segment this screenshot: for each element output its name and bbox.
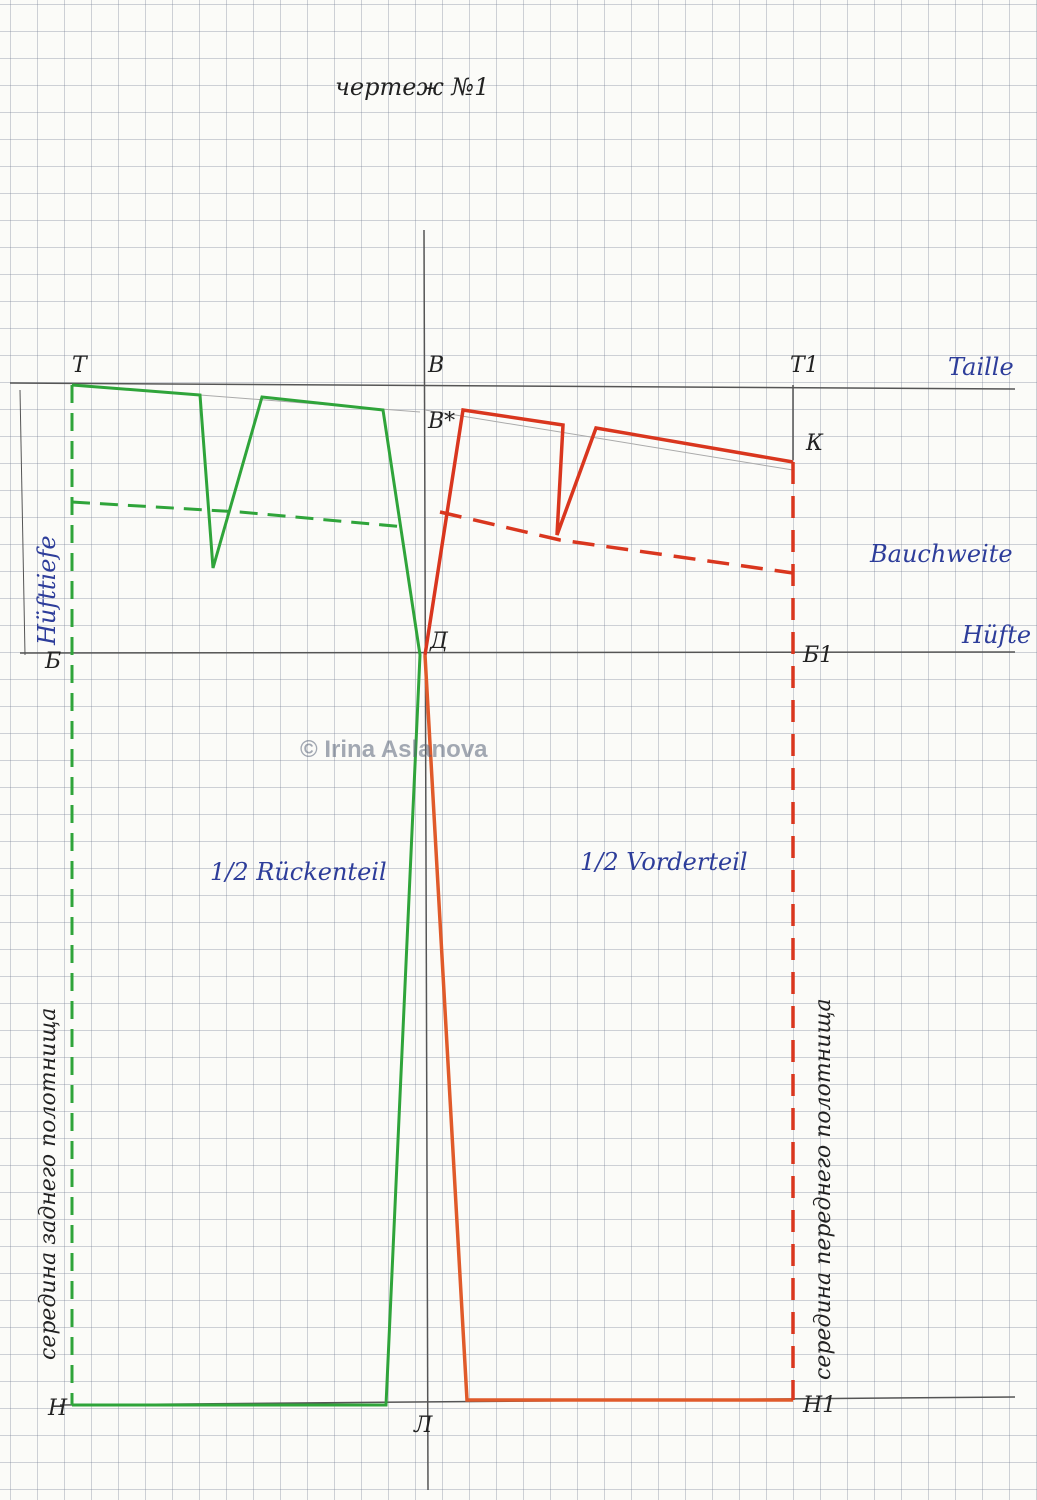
line-label: Bauchweite xyxy=(869,540,1013,568)
point-label: Л xyxy=(413,1413,433,1438)
section-label: середина заднего полотнища xyxy=(36,1008,61,1360)
point-label: Н xyxy=(47,1396,68,1421)
point-label: Д xyxy=(429,629,449,654)
watermark: © Irina Aslanova xyxy=(300,736,488,763)
front-side-hem xyxy=(423,654,793,1402)
line-label: Taille xyxy=(948,353,1014,381)
back-belly-line xyxy=(71,500,406,529)
point-label: Б xyxy=(44,649,61,674)
center-line xyxy=(423,229,429,1491)
waist-line xyxy=(9,382,1016,390)
point-label: Т1 xyxy=(790,353,819,378)
hip-depth-line xyxy=(19,389,26,656)
point-label: Б1 xyxy=(802,643,833,668)
point-label: В* xyxy=(427,409,455,434)
point-label: Т xyxy=(72,353,89,378)
section-label: 1/2 Rückenteil xyxy=(210,858,387,886)
section-label: 1/2 Vorderteil xyxy=(580,848,748,876)
point-label: В xyxy=(427,353,444,378)
point-label: К xyxy=(805,431,824,456)
back-outline xyxy=(71,383,422,1407)
guide xyxy=(424,409,794,471)
line-label: Hüfttiefe xyxy=(33,535,61,646)
front-top-outline xyxy=(423,408,794,656)
line-label: Hüfte xyxy=(961,621,1031,649)
drawing-title: чертеж №1 xyxy=(335,73,489,101)
hip-line xyxy=(19,651,1016,654)
point-label: Н1 xyxy=(802,1393,836,1418)
section-label: середина переднего полотнища xyxy=(811,998,836,1380)
front-belly-line xyxy=(439,510,794,575)
